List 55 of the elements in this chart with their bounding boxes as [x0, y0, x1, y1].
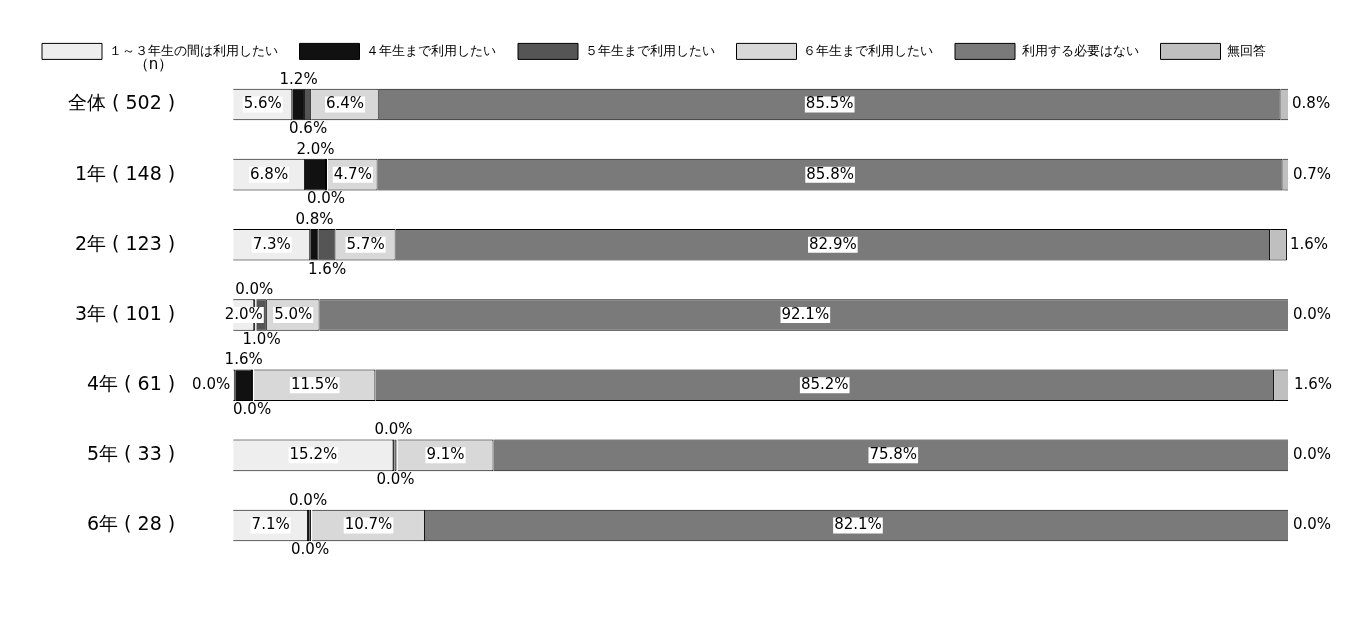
y-tick-label: 5年 ( 33 ): [86, 442, 176, 465]
data-label: 5.7%: [346, 234, 385, 253]
legend-label: １～３年生の間は利用したい: [108, 42, 278, 58]
data-label: 0.0%: [291, 540, 330, 559]
data-label: 1.2%: [279, 69, 318, 88]
data-label: 0.6%: [289, 119, 328, 138]
data-label: 0.8%: [1292, 94, 1331, 113]
data-label: 82.1%: [834, 515, 882, 534]
data-label: 0.0%: [233, 399, 272, 418]
legend-label: 無回答: [1227, 42, 1266, 58]
data-label: 0.0%: [1293, 304, 1332, 323]
data-label: 0.8%: [295, 209, 334, 228]
legend-label: ６年生まで利用したい: [803, 42, 933, 58]
y-tick-label: 2年 ( 123 ): [74, 231, 176, 254]
data-label: 0.0%: [374, 420, 413, 439]
data-label: 2.0%: [224, 304, 263, 323]
data-label: 75.8%: [869, 445, 918, 464]
data-label: 0.0%: [235, 280, 274, 299]
data-label: 92.1%: [781, 304, 830, 323]
data-label: 2.0%: [296, 139, 335, 158]
data-label: 0.0%: [192, 375, 231, 394]
legend-label: ５年生まで利用したい: [584, 42, 715, 58]
data-label: 85.5%: [805, 94, 854, 113]
y-tick-label: 6年 ( 28 ): [86, 512, 176, 535]
y-tick-label: 3年 ( 101 ): [74, 301, 176, 324]
data-label: 6.8%: [250, 164, 289, 183]
data-label: 0.0%: [306, 189, 346, 208]
legend-label: 利用する必要はない: [1021, 42, 1139, 58]
data-label: 1.6%: [1293, 375, 1333, 394]
data-label: 6.4%: [325, 94, 365, 113]
data-label: 11.5%: [290, 375, 339, 394]
data-label: 5.6%: [243, 94, 282, 113]
data-label: 85.2%: [800, 375, 849, 394]
data-label: 7.3%: [252, 234, 291, 253]
data-label: 1.0%: [242, 329, 281, 348]
data-label: 0.0%: [1293, 515, 1332, 534]
data-label: 10.7%: [344, 515, 393, 534]
data-label: 9.1%: [426, 445, 465, 464]
legend-label: ４年生まで利用したい: [366, 42, 496, 58]
y-tick-label: 1年 ( 148 ): [74, 161, 176, 184]
data-label: 85.8%: [806, 164, 854, 183]
y-tick-label: 全体 ( 502 ): [67, 91, 176, 114]
data-label: 0.7%: [1293, 164, 1332, 183]
data-label: 0.0%: [1293, 445, 1332, 464]
data-label: 1.6%: [1289, 234, 1329, 253]
data-label: 7.1%: [251, 515, 290, 534]
data-label: 1.6%: [308, 259, 347, 278]
data-label: 4.7%: [333, 164, 372, 183]
data-label: 15.2%: [289, 445, 338, 464]
data-label: 5.0%: [274, 304, 313, 323]
y-tick-label: 4年 ( 61 ): [86, 372, 176, 395]
data-label: 1.6%: [224, 350, 263, 369]
data-label: 82.9%: [809, 234, 857, 253]
data-label: 0.0%: [376, 470, 415, 489]
data-label: 0.0%: [289, 490, 328, 509]
